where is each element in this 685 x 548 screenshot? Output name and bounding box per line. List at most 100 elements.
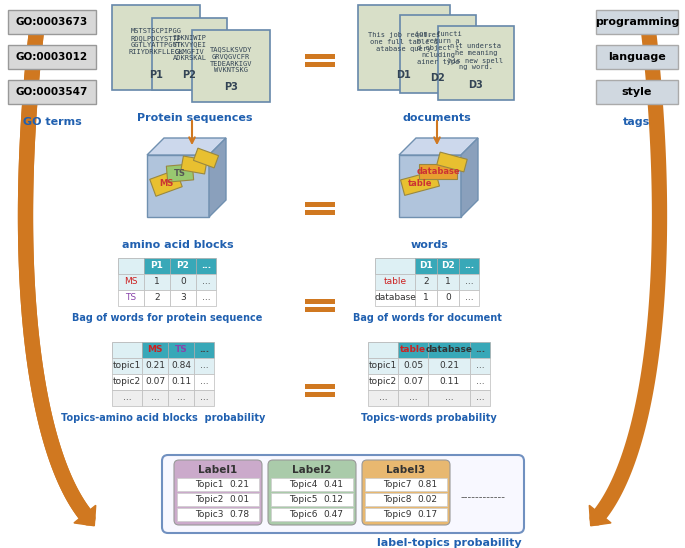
Text: GO terms: GO terms bbox=[23, 117, 82, 127]
Bar bbox=[398, 358, 428, 374]
Bar bbox=[470, 342, 490, 358]
Bar bbox=[368, 390, 398, 406]
Polygon shape bbox=[150, 170, 182, 196]
Text: ...: ... bbox=[445, 393, 453, 402]
Text: 3: 3 bbox=[180, 294, 186, 302]
Text: ...: ... bbox=[200, 362, 208, 370]
Bar bbox=[112, 5, 200, 90]
Text: 0: 0 bbox=[445, 294, 451, 302]
Polygon shape bbox=[419, 163, 457, 179]
Polygon shape bbox=[147, 138, 226, 155]
Text: 0.02: 0.02 bbox=[417, 495, 437, 504]
Text: 0.05: 0.05 bbox=[403, 362, 423, 370]
Text: Topic2: Topic2 bbox=[195, 495, 223, 504]
Text: D3: D3 bbox=[469, 80, 484, 90]
Bar bbox=[112, 390, 142, 406]
Text: 0.11: 0.11 bbox=[171, 378, 191, 386]
Text: ...: ... bbox=[151, 393, 160, 402]
Bar bbox=[8, 45, 96, 69]
Bar bbox=[400, 15, 476, 93]
Text: 0.84: 0.84 bbox=[171, 362, 191, 370]
Text: database: database bbox=[416, 167, 460, 175]
Text: P2: P2 bbox=[177, 261, 190, 271]
Bar bbox=[365, 508, 447, 521]
Text: 0: 0 bbox=[180, 277, 186, 287]
Bar bbox=[170, 290, 196, 306]
Text: ...: ... bbox=[409, 393, 417, 402]
Text: ...: ... bbox=[199, 345, 209, 355]
FancyBboxPatch shape bbox=[174, 460, 262, 525]
Text: D2: D2 bbox=[431, 73, 445, 83]
Text: 0.81: 0.81 bbox=[417, 480, 437, 489]
Text: 0.21: 0.21 bbox=[229, 480, 249, 489]
Text: Bag of words for document: Bag of words for document bbox=[353, 313, 501, 323]
Bar bbox=[365, 478, 447, 491]
Text: words: words bbox=[411, 240, 449, 250]
Text: ...: ... bbox=[464, 294, 473, 302]
Bar bbox=[358, 5, 450, 90]
Bar bbox=[437, 258, 459, 274]
Text: ...: ... bbox=[379, 393, 387, 402]
Polygon shape bbox=[399, 155, 461, 217]
Text: TS: TS bbox=[174, 168, 186, 178]
Bar bbox=[368, 358, 398, 374]
Bar bbox=[196, 290, 216, 306]
Bar bbox=[192, 30, 270, 102]
Bar bbox=[196, 274, 216, 290]
Text: table: table bbox=[384, 277, 407, 287]
Text: TS: TS bbox=[175, 345, 188, 355]
Text: 0.78: 0.78 bbox=[229, 510, 249, 519]
Bar bbox=[118, 290, 144, 306]
Text: database: database bbox=[374, 294, 416, 302]
Text: Bag of words for protein sequence: Bag of words for protein sequence bbox=[72, 313, 262, 323]
Text: style: style bbox=[622, 87, 652, 97]
Text: P2: P2 bbox=[183, 70, 197, 80]
Text: 0.47: 0.47 bbox=[323, 510, 343, 519]
Text: TS: TS bbox=[125, 294, 136, 302]
Bar bbox=[415, 274, 437, 290]
Bar bbox=[415, 290, 437, 306]
Bar bbox=[415, 258, 437, 274]
Text: ...: ... bbox=[201, 277, 210, 287]
Polygon shape bbox=[181, 156, 207, 174]
Bar bbox=[305, 202, 335, 207]
Text: Topics-amino acid blocks  probability: Topics-amino acid blocks probability bbox=[61, 413, 265, 423]
Text: Topic9: Topic9 bbox=[383, 510, 411, 519]
Bar bbox=[428, 358, 470, 374]
Text: 1: 1 bbox=[154, 277, 160, 287]
Text: 2: 2 bbox=[423, 277, 429, 287]
Text: P1: P1 bbox=[151, 261, 164, 271]
Text: GO:0003547: GO:0003547 bbox=[16, 87, 88, 97]
Bar bbox=[375, 258, 415, 274]
Text: table: table bbox=[408, 179, 432, 187]
Text: topic1: topic1 bbox=[113, 362, 141, 370]
Bar bbox=[271, 493, 353, 506]
Text: 0.21: 0.21 bbox=[145, 362, 165, 370]
FancyBboxPatch shape bbox=[162, 455, 524, 533]
Polygon shape bbox=[461, 138, 478, 217]
Polygon shape bbox=[399, 138, 478, 155]
Bar bbox=[375, 274, 415, 290]
Bar bbox=[170, 274, 196, 290]
Bar bbox=[470, 390, 490, 406]
Text: ...: ... bbox=[475, 345, 485, 355]
Bar bbox=[398, 374, 428, 390]
Bar bbox=[194, 374, 214, 390]
Bar bbox=[305, 54, 335, 59]
Text: ...: ... bbox=[201, 294, 210, 302]
Bar bbox=[144, 274, 170, 290]
Text: label-topics probability: label-topics probability bbox=[377, 538, 522, 548]
Bar bbox=[194, 358, 214, 374]
Bar bbox=[470, 358, 490, 374]
Bar bbox=[271, 508, 353, 521]
Text: Topic5: Topic5 bbox=[289, 495, 317, 504]
Text: database: database bbox=[425, 345, 473, 355]
Bar bbox=[459, 258, 479, 274]
Text: ...: ... bbox=[464, 261, 474, 271]
Text: Label2: Label2 bbox=[292, 465, 332, 475]
Bar bbox=[596, 45, 678, 69]
FancyBboxPatch shape bbox=[362, 460, 450, 525]
Text: 0.07: 0.07 bbox=[145, 378, 165, 386]
Bar bbox=[368, 342, 398, 358]
Bar bbox=[438, 26, 514, 100]
